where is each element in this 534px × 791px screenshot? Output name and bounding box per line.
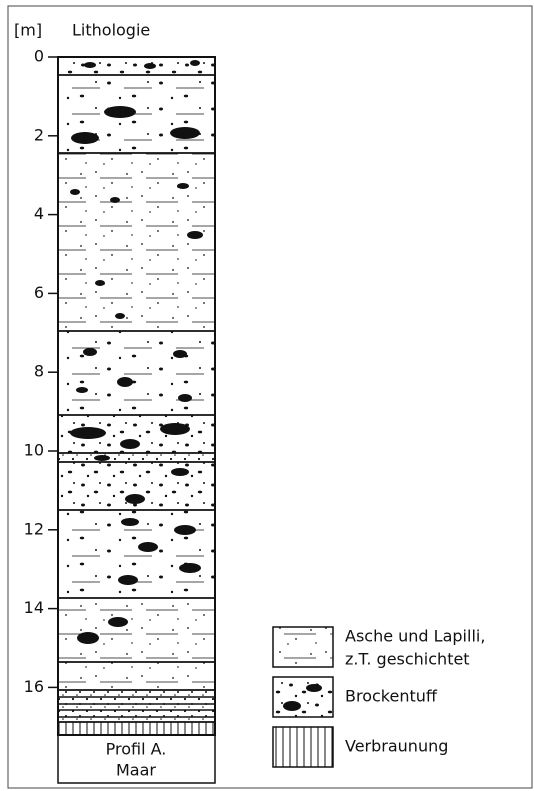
layer bbox=[58, 57, 215, 75]
depth-tick-label: 0 bbox=[34, 47, 44, 66]
axis-unit: [m] bbox=[14, 21, 42, 40]
clast bbox=[108, 617, 128, 627]
clast bbox=[115, 313, 125, 319]
clast bbox=[77, 632, 99, 644]
layer bbox=[58, 453, 215, 462]
depth-tick-label: 14 bbox=[24, 598, 44, 617]
lithology-profile: [m] Lithologie Profil A. Maar Asche und … bbox=[0, 0, 534, 791]
clast bbox=[179, 563, 201, 573]
legend-swatch-ash bbox=[273, 627, 333, 667]
legend-swatch-brockentuff bbox=[273, 677, 333, 717]
legend-blob bbox=[306, 684, 322, 692]
clast bbox=[76, 387, 88, 393]
clast bbox=[83, 348, 97, 356]
clast bbox=[70, 189, 80, 195]
depth-tick-label: 4 bbox=[34, 204, 44, 223]
profile-label: Maar bbox=[116, 761, 156, 780]
depth-tick-label: 16 bbox=[24, 677, 44, 696]
depth-tick-label: 6 bbox=[34, 283, 44, 302]
legend-swatch-verbraunung bbox=[273, 727, 333, 767]
clast bbox=[71, 132, 99, 144]
clast bbox=[177, 183, 189, 189]
depth-tick-label: 12 bbox=[24, 519, 44, 538]
profile-label: Profil A. bbox=[106, 740, 167, 759]
layer bbox=[58, 722, 215, 735]
legend-label: z.T. geschichtet bbox=[345, 650, 470, 669]
layer bbox=[58, 331, 215, 415]
legend-label: Verbraunung bbox=[345, 737, 448, 756]
clast bbox=[170, 127, 200, 139]
column-title: Lithologie bbox=[72, 21, 150, 40]
clast bbox=[138, 542, 158, 552]
clast bbox=[104, 106, 136, 118]
clast bbox=[94, 455, 110, 461]
clast bbox=[118, 575, 138, 585]
depth-tick-label: 2 bbox=[34, 125, 44, 144]
layer bbox=[58, 598, 215, 662]
legend-blob bbox=[283, 701, 301, 711]
depth-tick-label: 10 bbox=[24, 441, 44, 460]
clast bbox=[121, 518, 139, 526]
clast bbox=[187, 231, 203, 239]
legend-label: Brockentuff bbox=[345, 687, 438, 706]
clast bbox=[174, 525, 196, 535]
clast bbox=[125, 494, 145, 504]
legend-label: Asche und Lapilli, bbox=[345, 627, 485, 646]
clast bbox=[70, 427, 106, 439]
layer bbox=[58, 662, 215, 690]
clast bbox=[173, 350, 187, 358]
clast bbox=[144, 63, 156, 69]
clast bbox=[190, 60, 200, 66]
clast bbox=[95, 280, 105, 286]
clast bbox=[110, 197, 120, 203]
clast bbox=[171, 468, 189, 476]
depth-tick-label: 8 bbox=[34, 362, 44, 381]
clast bbox=[120, 439, 140, 449]
layer bbox=[58, 153, 215, 331]
clast bbox=[160, 423, 190, 435]
clast bbox=[178, 394, 192, 402]
column bbox=[58, 57, 215, 783]
clast bbox=[117, 377, 133, 387]
clast bbox=[84, 62, 96, 68]
